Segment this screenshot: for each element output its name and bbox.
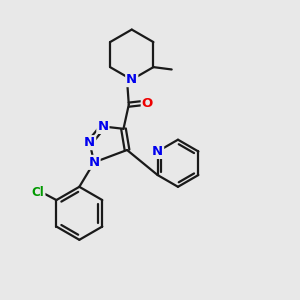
Text: N: N — [97, 120, 109, 133]
Text: O: O — [142, 97, 153, 110]
Text: N: N — [84, 136, 95, 149]
Text: N: N — [126, 73, 137, 86]
Text: N: N — [88, 156, 100, 169]
Text: N: N — [152, 145, 163, 158]
Text: Cl: Cl — [32, 186, 44, 199]
